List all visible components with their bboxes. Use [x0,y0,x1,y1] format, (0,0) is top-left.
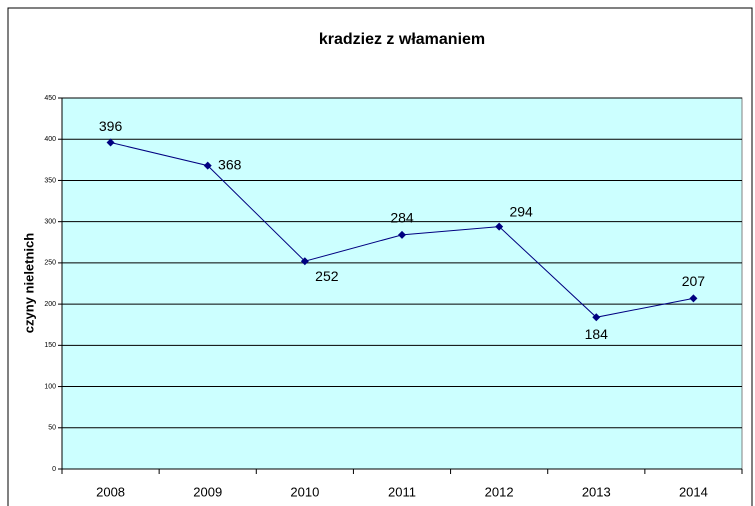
data-label: 184 [585,326,609,342]
y-tick-label: 0 [52,466,56,473]
x-tick-label: 2014 [679,484,708,499]
data-label: 368 [218,156,242,172]
data-label: 396 [99,118,123,134]
x-tick-label: 2013 [582,484,611,499]
y-tick-label: 450 [44,95,56,102]
y-tick-label: 150 [44,342,56,349]
x-tick-label: 2010 [290,484,319,499]
x-tick-label: 2011 [388,484,416,499]
y-tick-label: 50 [48,425,56,432]
y-tick-label: 300 [44,219,56,226]
x-tick-label: 2012 [485,484,514,499]
y-tick-label: 350 [44,177,56,184]
y-tick-label: 200 [44,301,56,308]
plot-area [61,97,743,470]
data-label: 207 [682,273,706,289]
y-tick-label: 100 [44,383,56,390]
x-tick-label: 2009 [193,484,222,499]
data-label: 284 [390,210,414,226]
x-tick-label: 2008 [96,484,125,499]
marker [300,257,309,266]
y-tick-label: 250 [44,260,56,267]
chart-title: kradziez z włamaniem [319,31,485,48]
data-label: 252 [315,268,339,284]
marker [495,222,504,231]
marker [106,138,115,147]
marker [398,230,406,239]
marker [592,313,601,322]
y-tick-label: 400 [44,136,56,143]
marker [203,161,212,170]
y-axis-label: czyny nieletnich [21,233,36,333]
data-label: 294 [509,203,533,219]
marker [689,294,698,303]
